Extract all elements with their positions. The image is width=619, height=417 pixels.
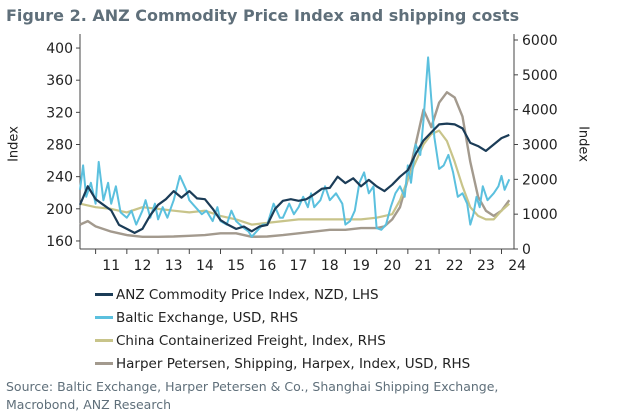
x-tick-label: 13 — [165, 258, 183, 274]
y2-tick-label: 5000 — [522, 68, 558, 84]
y-tick-label: 240 — [46, 170, 73, 186]
source-line: Macrobond, ANZ Research — [6, 397, 171, 412]
legend-label: Harper Petersen, Shipping, Harpex, Index… — [116, 355, 471, 372]
y-axis-label-right: Index — [575, 126, 591, 162]
x-tick-label: 11 — [102, 258, 120, 274]
legend-label: ANZ Commodity Price Index, NZD, LHS — [116, 286, 379, 303]
x-tick-label: 23 — [477, 258, 495, 274]
x-tick-label: 24 — [508, 258, 526, 274]
x-tick-label: 18 — [321, 258, 339, 274]
legend-swatch — [95, 293, 113, 296]
x-tick-label: 19 — [352, 258, 370, 274]
x-tick-label: 15 — [227, 258, 245, 274]
legend-swatch — [95, 339, 113, 342]
source-note: Source: Baltic Exchange, Harper Petersen… — [6, 378, 611, 414]
y-tick-label: 400 — [46, 41, 73, 57]
x-tick-label: 14 — [196, 258, 214, 274]
y-tick-label: 320 — [46, 105, 73, 121]
figure-title: Figure 2. ANZ Commodity Price Index and … — [6, 6, 520, 25]
y2-tick-label: 6000 — [522, 33, 558, 49]
x-tick-label: 12 — [134, 258, 152, 274]
legend-label: Baltic Exchange, USD, RHS — [116, 309, 299, 326]
y2-tick-label: 1000 — [522, 207, 558, 223]
y-tick-label: 280 — [46, 138, 73, 154]
x-tick-label: 17 — [290, 258, 308, 274]
legend-label: China Containerized Freight, Index, RHS — [116, 332, 386, 349]
source-line: Source: Baltic Exchange, Harper Petersen… — [6, 379, 499, 394]
legend-item: ANZ Commodity Price Index, NZD, LHS — [95, 283, 470, 306]
legend-item: China Containerized Freight, Index, RHS — [95, 329, 470, 352]
x-tick-label: 16 — [258, 258, 276, 274]
legend: ANZ Commodity Price Index, NZD, LHS Balt… — [95, 283, 470, 375]
y2-tick-label: 0 — [522, 242, 531, 258]
y-tick-label: 200 — [46, 202, 73, 218]
series-line — [79, 129, 511, 226]
y-axis-label-left: Index — [6, 126, 22, 162]
legend-swatch — [95, 362, 113, 365]
y2-tick-label: 3000 — [522, 138, 558, 154]
x-tick-label: 20 — [383, 258, 401, 274]
series-line — [78, 122, 510, 234]
legend-swatch — [95, 316, 113, 319]
x-tick-label: 22 — [446, 258, 464, 274]
y2-tick-label: 2000 — [522, 172, 558, 188]
y-tick-label: 160 — [46, 234, 73, 250]
y-tick-label: 360 — [46, 73, 73, 89]
series-line — [79, 91, 511, 238]
x-tick-label: 21 — [415, 258, 433, 274]
legend-item: Baltic Exchange, USD, RHS — [95, 306, 470, 329]
y2-tick-label: 4000 — [522, 103, 558, 119]
chart-svg: 1602002402803203604000100020003000400050… — [46, 33, 558, 274]
series-line — [79, 56, 511, 238]
legend-item: Harper Petersen, Shipping, Harpex, Index… — [95, 352, 470, 375]
